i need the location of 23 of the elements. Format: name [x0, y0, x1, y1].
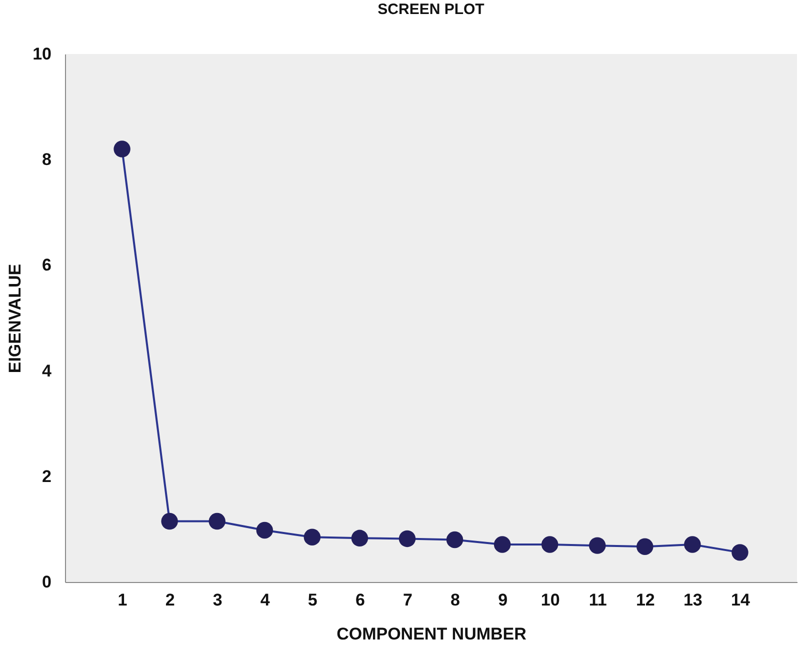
x-tick-label: 14: [731, 590, 750, 610]
x-tick-label: 3: [212, 590, 222, 610]
x-tick-label: 5: [308, 590, 318, 610]
x-tick-label: 1: [118, 590, 128, 610]
y-tick-label: 4: [42, 361, 52, 380]
x-tick-label: 6: [355, 590, 365, 610]
x-tick-label: 11: [588, 590, 607, 610]
y-tick-label: 8: [42, 150, 52, 170]
y-tick-label: 2: [42, 466, 52, 486]
x-tick-label: 12: [636, 590, 655, 610]
x-tick-label: 8: [450, 590, 460, 610]
x-tick-label: 9: [498, 590, 508, 610]
chart-title: SCREEN PLOT: [378, 1, 484, 18]
y-tick-label: 0: [42, 572, 52, 592]
x-axis-title: COMPONENT NUMBER: [336, 624, 526, 644]
x-tick-label: 2: [165, 590, 175, 610]
y-tick-label: 10: [32, 44, 52, 64]
x-tick-label: 4: [260, 590, 270, 610]
y-axis-title: EIGENVALUE: [6, 264, 25, 374]
x-tick-label: 10: [540, 590, 560, 610]
x-tick-label: 13: [683, 590, 702, 610]
x-tick-label: 7: [403, 590, 412, 610]
y-tick-label: 6: [42, 256, 52, 275]
